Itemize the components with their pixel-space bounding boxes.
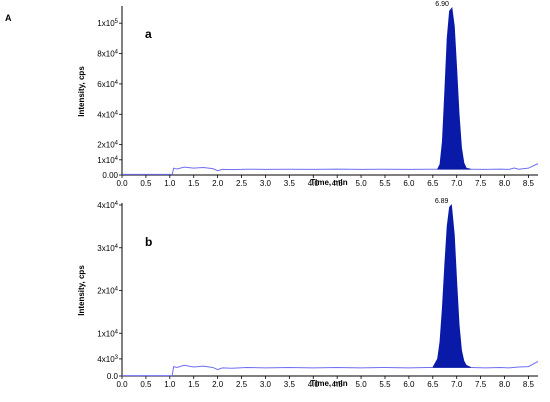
y-tick-label: 1x104 [97, 329, 118, 338]
y-tick-label: 4x104 [97, 201, 118, 210]
x-tick-label: 7.5 [475, 380, 487, 389]
x-tick-label: 4.5 [332, 380, 344, 389]
x-tick-label: 0.0 [116, 380, 128, 389]
x-tick-label: 1.5 [188, 380, 200, 389]
x-tick-label: 7.0 [451, 380, 463, 389]
y-axis-title: Intensity, cps [77, 66, 86, 117]
x-tick-label: 5.5 [379, 380, 391, 389]
peak-label: 6.90 [435, 1, 449, 8]
x-tick-label: 6.5 [427, 380, 439, 389]
y-tick-label: 0.00 [102, 171, 118, 180]
panel-a: 0.0 0.5 1.0 1.5 2.0 2.5 3.0 3.5 4.0 4.5 5.0 5.5 6.0 6… [77, 1, 539, 188]
tail-trace [471, 163, 539, 170]
y-tick-label: 2x104 [97, 141, 118, 150]
peak-area [436, 7, 472, 170]
x-tick-label: 5.0 [356, 380, 368, 389]
x-tick-label: 6.5 [427, 179, 439, 188]
x-tick-label: 3.5 [284, 380, 296, 389]
figure-label: A [5, 13, 12, 23]
baseline-trace [122, 364, 433, 377]
x-tick-label: 4.5 [332, 179, 344, 188]
y-tick-label: 3x104 [97, 244, 118, 253]
x-tick-label: 2.5 [236, 380, 248, 389]
tail-trace [471, 361, 539, 369]
x-tick-label: 5.5 [379, 179, 391, 188]
x-tick-label: 6.0 [403, 380, 415, 389]
x-tick-label: 0.5 [140, 179, 152, 188]
x-axis-title: Time, min [310, 379, 347, 388]
x-tick-label: 1.0 [164, 380, 176, 389]
x-tick-label: 2.0 [212, 179, 224, 188]
x-tick-label: 8.0 [499, 179, 511, 188]
y-tick-label: 4x104 [97, 110, 118, 119]
x-tick-label: 4.0 [308, 179, 320, 188]
x-tick-label: 3.0 [260, 179, 272, 188]
x-tick-label: 2.5 [236, 179, 248, 188]
x-tick-label: 8.5 [523, 179, 535, 188]
x-tick-label: 0.5 [140, 380, 152, 389]
x-tick-label: 3.0 [260, 380, 272, 389]
y-tick-label: 1x105 [97, 19, 118, 28]
y-tick-label: 2x104 [97, 287, 118, 296]
x-tick-label: 6.0 [403, 179, 415, 188]
panel-b: 0.0 0.5 1.0 1.5 2.0 2.5 3.0 3.5 4.0 4.5 5.0 5.5 6.0 6… [77, 198, 539, 389]
x-tick-label: 0.0 [116, 179, 128, 188]
x-tick-label: 2.0 [212, 380, 224, 389]
peak-area [432, 204, 472, 368]
x-tick-label: 3.5 [284, 179, 296, 188]
x-tick-label: 8.5 [523, 380, 535, 389]
x-axis-title: Time, min [310, 178, 347, 187]
y-tick-label: 8x104 [97, 50, 118, 59]
y-axis-title: Intensity, cps [77, 265, 86, 316]
y-tick-label: 0.0 [107, 372, 119, 381]
y-tick-label: 4x103 [97, 355, 118, 364]
panel-label: a [145, 27, 152, 41]
y-tick-label: 6x104 [97, 80, 118, 89]
x-tick-label: 5.0 [356, 179, 368, 188]
x-tick-label: 1.0 [164, 179, 176, 188]
x-tick-label: 7.5 [475, 179, 487, 188]
panel-label: b [145, 235, 152, 249]
x-tick-label: 8.0 [499, 380, 511, 389]
peak-label: 6.89 [435, 198, 449, 205]
x-tick-label: 1.5 [188, 179, 200, 188]
x-tick-label: 4.0 [308, 380, 320, 389]
x-tick-label: 7.0 [451, 179, 463, 188]
baseline-trace [122, 166, 438, 175]
y-tick-label: 1x104 [97, 156, 118, 165]
